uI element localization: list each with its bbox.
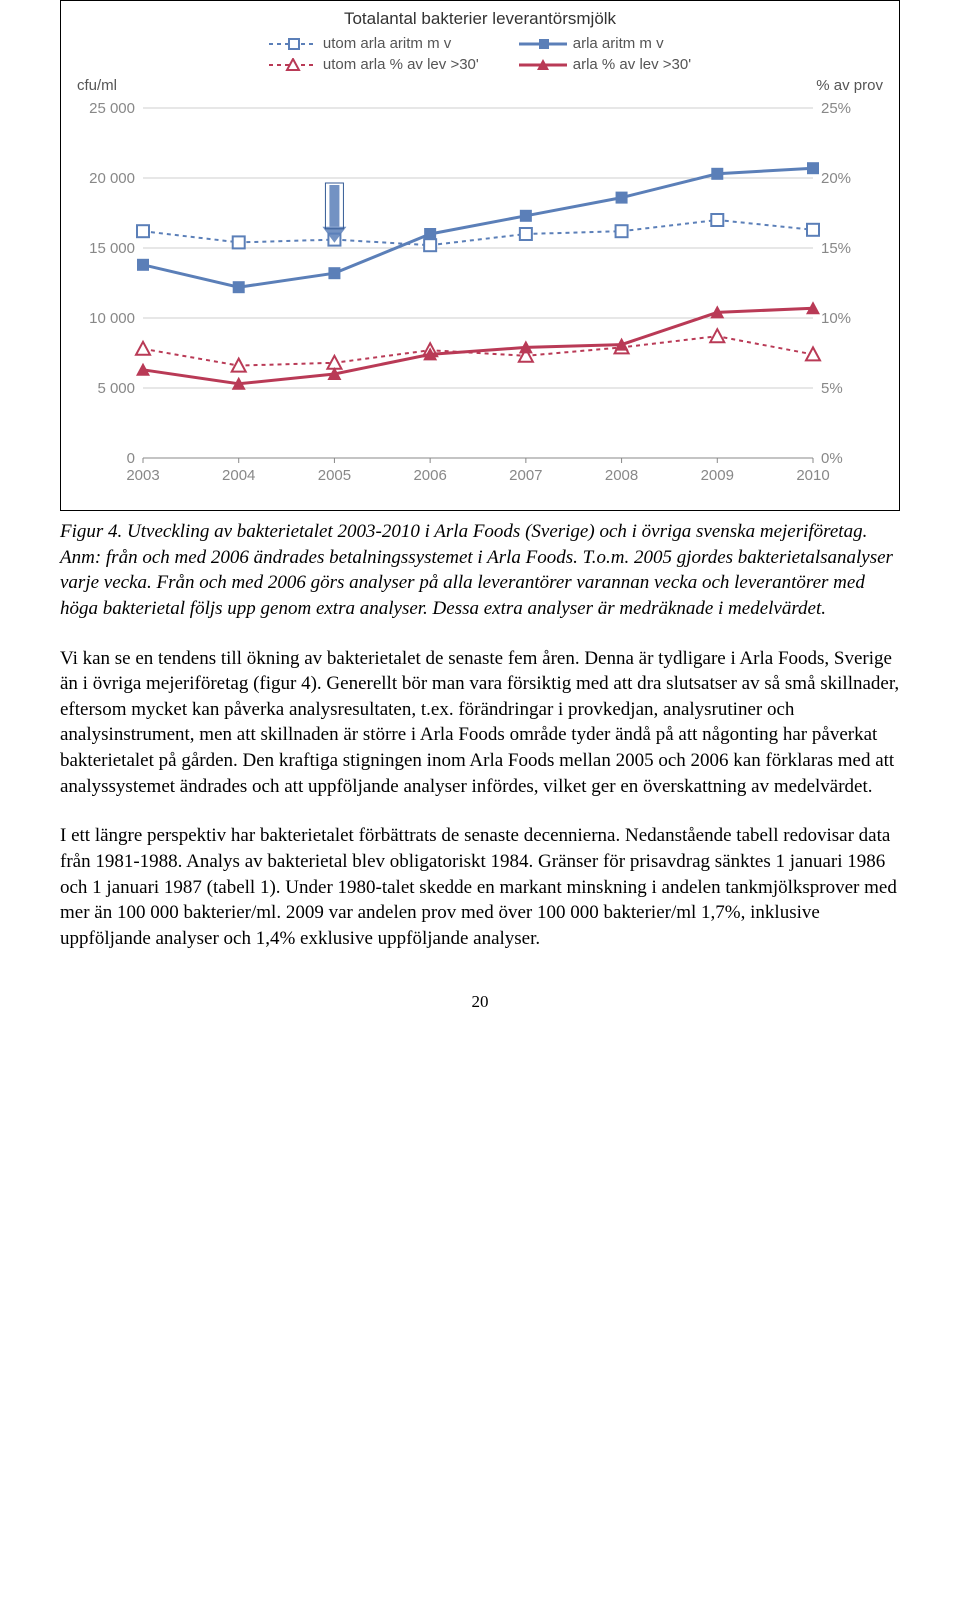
y-left-axis-label: cfu/ml <box>77 77 117 94</box>
svg-text:15%: 15% <box>821 240 851 257</box>
legend-swatch-arla-pct <box>519 58 567 72</box>
y-right-axis-label: % av prov <box>816 77 883 94</box>
figure-caption: Figur 4. Utveckling av bakterietalet 200… <box>60 519 900 622</box>
svg-text:2008: 2008 <box>605 467 638 484</box>
svg-text:2006: 2006 <box>413 467 446 484</box>
svg-text:20 000: 20 000 <box>89 170 135 187</box>
body-paragraph-1: Vi kan se en tendens till ökning av bakt… <box>60 646 900 800</box>
page-number: 20 <box>60 992 900 1012</box>
chart-plot: 0 0% 5 000 5% 10 000 10% 15 000 15% 20 000 20% 25 … <box>73 98 887 498</box>
legend-label: utom arla % av lev >30' <box>323 56 479 73</box>
svg-text:2007: 2007 <box>509 467 542 484</box>
svg-text:5%: 5% <box>821 380 843 397</box>
legend-label: arla % av lev >30' <box>573 56 691 73</box>
svg-text:0: 0 <box>127 450 135 467</box>
svg-text:25%: 25% <box>821 100 851 117</box>
svg-text:15 000: 15 000 <box>89 240 135 257</box>
svg-text:2009: 2009 <box>701 467 734 484</box>
svg-text:5 000: 5 000 <box>97 380 135 397</box>
legend-swatch-arla-aritm <box>519 37 567 51</box>
svg-text:2004: 2004 <box>222 467 255 484</box>
svg-text:10%: 10% <box>821 310 851 327</box>
chart-container: Totalantal bakterier leverantörsmjölk ut… <box>60 0 900 511</box>
svg-text:25 000: 25 000 <box>89 100 135 117</box>
svg-text:2003: 2003 <box>126 467 159 484</box>
legend-label: arla aritm m v <box>573 35 664 52</box>
legend-swatch-utom-arla-pct <box>269 58 317 72</box>
svg-text:2005: 2005 <box>318 467 351 484</box>
svg-text:0%: 0% <box>821 450 843 467</box>
body-paragraph-2: I ett längre perspektiv har bakterietale… <box>60 823 900 951</box>
chart-legend: utom arla aritm m v utom arla % av lev >… <box>73 35 887 73</box>
legend-label: utom arla aritm m v <box>323 35 451 52</box>
svg-text:10 000: 10 000 <box>89 310 135 327</box>
svg-text:2010: 2010 <box>796 467 829 484</box>
chart-title: Totalantal bakterier leverantörsmjölk <box>73 9 887 29</box>
svg-text:20%: 20% <box>821 170 851 187</box>
legend-swatch-utom-arla-aritm <box>269 37 317 51</box>
